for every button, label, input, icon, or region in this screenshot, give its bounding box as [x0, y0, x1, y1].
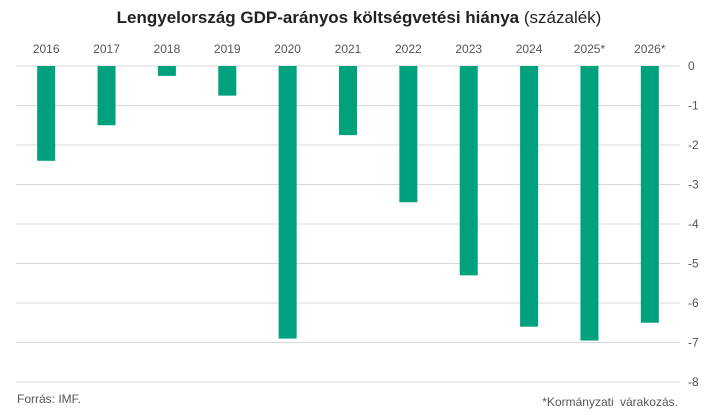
- bar-2023: [459, 66, 478, 276]
- category-labels: 2016 2017 2018 2019 2020 2021 2022 2023 2024 2025…: [33, 42, 666, 56]
- y-tick-label: -1: [688, 99, 699, 113]
- category-label: 2020: [274, 42, 301, 56]
- bar-2016: [37, 66, 56, 161]
- bar-2024: [520, 66, 539, 327]
- footnote: *Kormányzati várakozás.: [542, 395, 678, 409]
- category-label: 2021: [335, 42, 362, 56]
- bar-2021: [339, 66, 357, 136]
- category-label: 2024: [516, 42, 543, 56]
- source-note: Forrás: IMF.: [17, 392, 82, 406]
- category-label: 2026*: [634, 42, 666, 56]
- y-tick-label: -7: [688, 336, 699, 350]
- category-label: 2025*: [574, 42, 606, 56]
- category-label: 2022: [395, 42, 422, 56]
- y-tick-labels: 0 -1 -2 -3 -4 -5 -6 -7 -8: [688, 59, 699, 389]
- y-tick-label: 0: [688, 59, 695, 73]
- bar-2022: [399, 66, 418, 203]
- y-tick-label: -5: [688, 257, 699, 271]
- y-tick-label: -6: [688, 296, 699, 310]
- category-label: 2023: [455, 42, 482, 56]
- y-tick-label: -2: [688, 138, 699, 152]
- chart-title-unit: (százalék): [523, 8, 602, 27]
- category-label: 2019: [214, 42, 241, 56]
- chart-title: Lengyelország GDP-arányos költségvetési …: [0, 8, 718, 28]
- category-label: 2018: [154, 42, 181, 56]
- category-label: 2016: [33, 42, 60, 56]
- y-tick-label: -8: [688, 375, 699, 389]
- bar-2026-forecast: [640, 66, 659, 323]
- bar-2019: [218, 66, 237, 96]
- y-tick-label: -4: [688, 217, 699, 231]
- bar-2017: [97, 66, 116, 126]
- bars: [37, 66, 659, 341]
- bar-2020: [278, 66, 297, 339]
- bar-2018: [157, 66, 176, 76]
- y-tick-label: -3: [688, 178, 699, 192]
- gridlines: [16, 65, 680, 383]
- category-label: 2017: [93, 42, 120, 56]
- bar-2025-forecast: [580, 66, 599, 341]
- chart-title-main: Lengyelország GDP-arányos költségvetési …: [116, 8, 520, 27]
